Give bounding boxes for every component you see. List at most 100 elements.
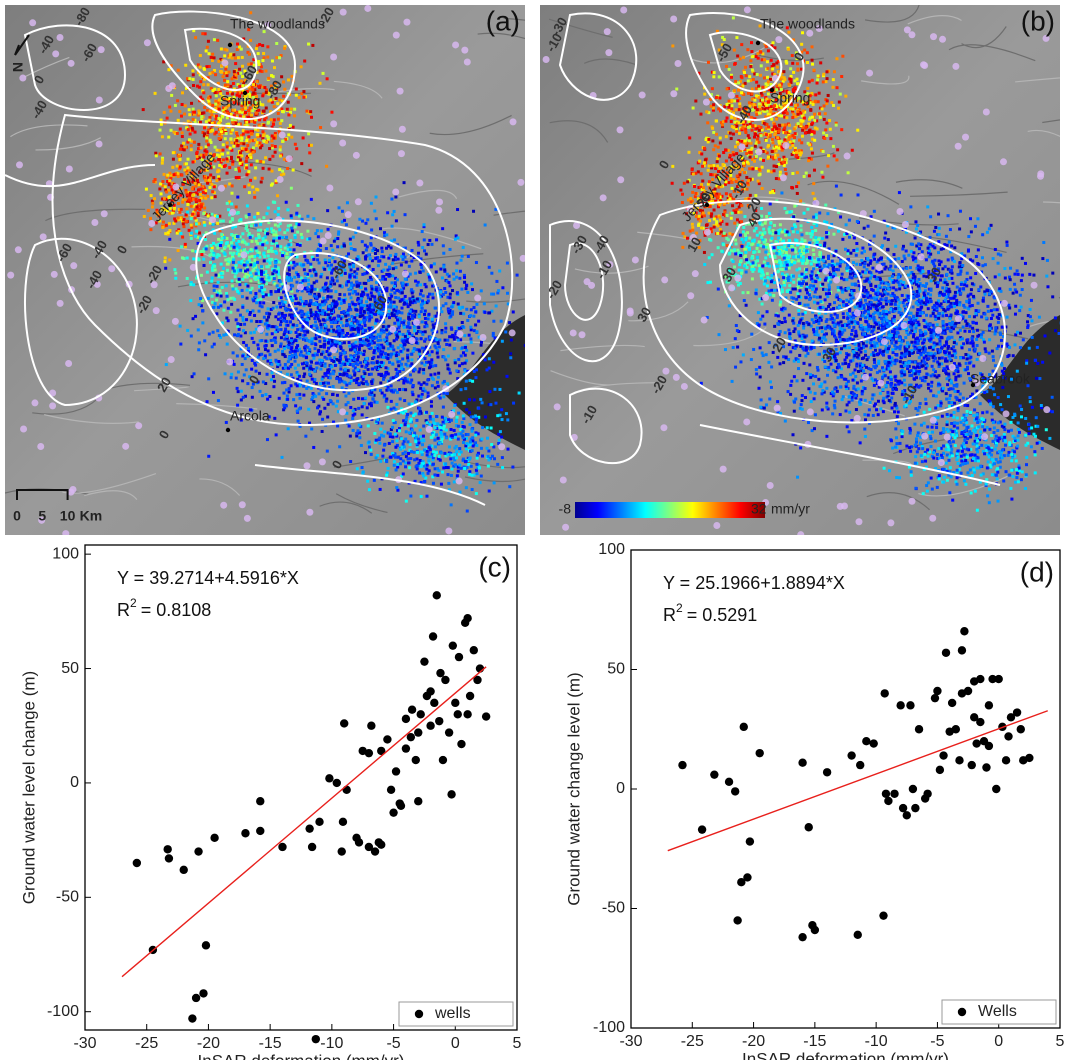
insar-pixel [408,431,411,434]
insar-pixel [296,328,299,331]
insar-pixel [364,324,367,327]
insar-pixel [436,352,439,355]
insar-pixel [390,353,393,356]
insar-pixel [383,331,386,334]
insar-pixel [471,352,474,355]
insar-pixel [184,104,187,107]
insar-pixel [343,381,346,384]
insar-pixel [400,363,403,366]
insar-pixel [310,325,313,328]
insar-pixel [432,450,435,453]
insar-pixel [183,148,186,151]
insar-pixel [261,394,264,397]
insar-pixel [500,436,503,439]
insar-pixel [421,443,424,446]
insar-pixel [274,265,277,268]
insar-pixel [416,451,419,454]
insar-pixel [390,400,393,403]
insar-pixel [364,287,367,290]
insar-pixel [232,53,235,56]
insar-pixel [438,345,441,348]
insar-pixel [409,273,412,276]
insar-pixel [432,482,435,485]
insar-pixel [498,388,501,391]
insar-pixel [421,230,424,233]
insar-pixel [360,286,363,289]
insar-pixel [287,360,290,363]
insar-pixel [390,408,393,411]
insar-pixel [319,244,322,247]
insar-pixel [322,304,325,307]
insar-pixel [385,233,388,236]
insar-pixel [264,348,267,351]
insar-pixel [402,258,405,261]
insar-pixel [409,326,412,329]
insar-pixel [299,397,302,400]
insar-pixel [437,376,440,379]
insar-pixel [347,280,350,283]
insar-pixel [295,324,298,327]
insar-pixel [481,401,484,404]
insar-pixel [333,282,336,285]
insar-pixel [361,413,364,416]
insar-pixel [233,363,236,366]
insar-pixel [421,333,424,336]
insar-pixel [444,420,447,423]
well-site [306,509,313,516]
insar-pixel [359,309,362,312]
insar-pixel [413,451,416,454]
insar-pixel [292,398,295,401]
well-site [70,486,77,493]
insar-pixel [264,354,267,357]
insar-pixel [391,426,394,429]
insar-pixel [226,80,229,83]
insar-pixel [298,375,301,378]
insar-pixel [468,379,471,382]
well-site [393,32,400,39]
insar-pixel [370,244,373,247]
insar-pixel [338,206,341,209]
insar-pixel [416,467,419,470]
insar-pixel [199,193,202,196]
insar-pixel [268,158,271,161]
insar-pixel [465,380,468,383]
insar-pixel [203,224,206,227]
insar-pixel [215,131,218,134]
insar-pixel [396,278,399,281]
insar-pixel [225,157,228,160]
insar-pixel [404,363,407,366]
insar-pixel [377,349,380,352]
insar-pixel [460,259,463,262]
well-site [168,356,175,363]
insar-pixel [466,510,469,513]
insar-pixel [324,259,327,262]
insar-pixel [275,252,278,255]
insar-pixel [272,385,275,388]
insar-pixel [188,108,191,111]
insar-pixel [213,343,216,346]
insar-pixel [399,344,402,347]
insar-pixel [288,355,291,358]
insar-pixel [440,483,443,486]
insar-pixel [213,289,216,292]
insar-pixel [200,146,203,149]
insar-pixel [399,457,402,460]
insar-pixel [258,310,261,313]
insar-pixel [201,321,204,324]
insar-pixel [183,113,186,116]
insar-pixel [357,397,360,400]
insar-pixel [427,299,430,302]
insar-pixel [352,429,355,432]
insar-pixel [321,378,324,381]
insar-pixel [232,261,235,264]
insar-pixel [236,404,239,407]
insar-pixel [496,414,499,417]
insar-pixel [294,353,297,356]
insar-pixel [372,356,375,359]
insar-pixel [289,124,292,127]
insar-pixel [302,385,305,388]
insar-pixel [258,372,261,375]
insar-pixel [428,278,431,281]
insar-pixel [310,387,313,390]
insar-pixel [479,481,482,484]
